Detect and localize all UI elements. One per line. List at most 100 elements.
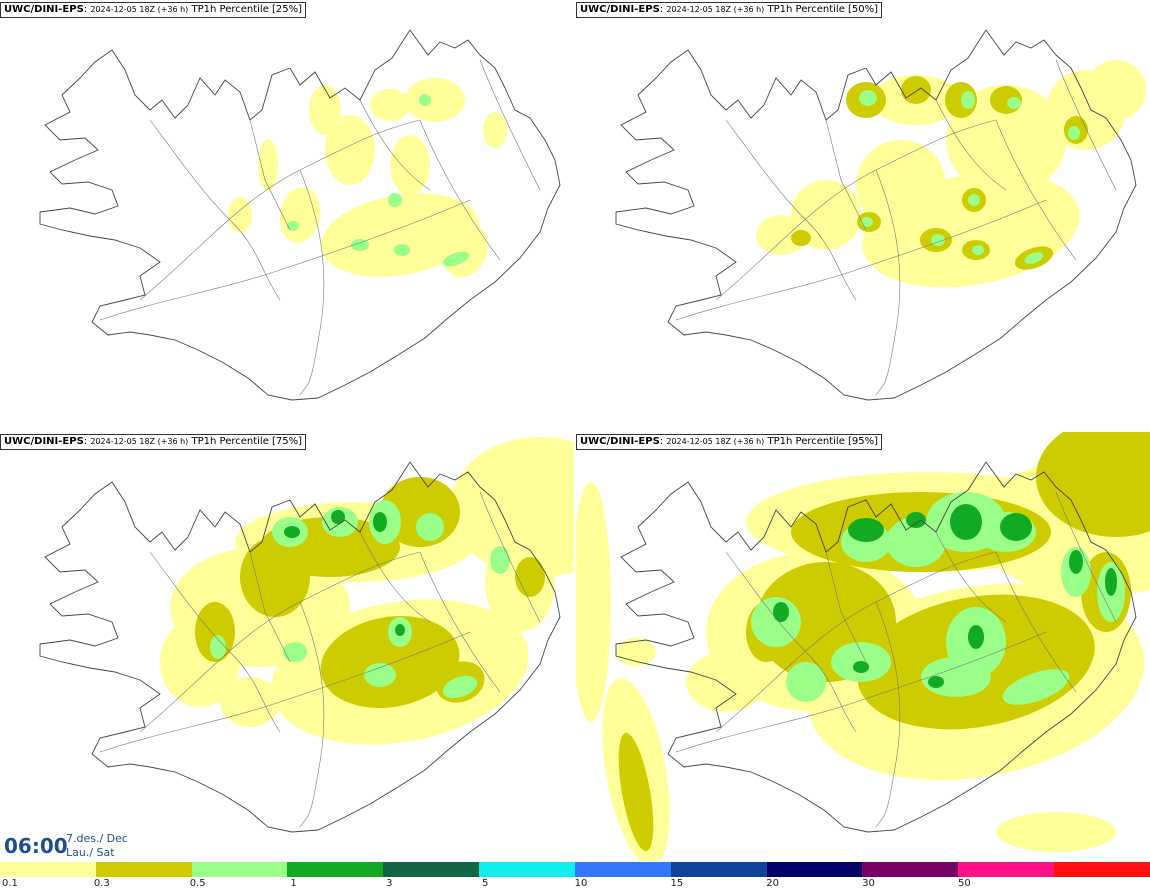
precipitation-area (320, 193, 480, 277)
precipitation-map (39, 437, 574, 833)
map-panel-p50: UWC/DINI-EPS: 2024-12-05 18Z (+36 h) TP1… (576, 0, 1150, 429)
precipitation-area (921, 657, 991, 697)
road-line (419, 551, 501, 693)
panel-title: UWC/DINI-EPS: 2024-12-05 18Z (+36 h) TP1… (0, 434, 307, 450)
road-line (825, 119, 867, 231)
road-line (715, 119, 997, 301)
scale-label: 30 (862, 878, 875, 889)
precipitation-area (416, 513, 444, 541)
precipitation-area (791, 230, 811, 246)
precipitation-area (450, 437, 574, 577)
road-line (359, 99, 431, 191)
precipitation-area (364, 663, 396, 687)
precipitation-area (1036, 432, 1150, 537)
road-line (479, 59, 541, 191)
precipitation-area (756, 215, 806, 255)
scale-swatch (766, 862, 863, 877)
precipitation-area (283, 642, 307, 662)
road-line (875, 169, 901, 396)
precipitation-area (210, 635, 226, 659)
precipitation-area (576, 482, 611, 722)
precipitation-area (240, 537, 310, 617)
precipitation-area (405, 78, 465, 122)
road-line (675, 199, 1047, 321)
road-line (139, 551, 421, 733)
road-line (935, 99, 1007, 191)
precipitation-area (791, 180, 861, 250)
scale-swatch (574, 862, 671, 877)
precipitation-area (859, 90, 877, 106)
precipitation-area (961, 91, 975, 109)
precipitation-area (1024, 252, 1044, 264)
scale-label: 0.1 (2, 878, 18, 889)
scale-swatch (383, 862, 480, 877)
iceland-coastline (39, 29, 561, 401)
road-line (149, 551, 281, 733)
precipitation-area (220, 677, 280, 727)
precipitation-area (351, 239, 369, 251)
precipitation-area (848, 518, 884, 542)
road-line (715, 551, 997, 733)
scale-swatch (479, 862, 575, 877)
precipitation-area (287, 221, 299, 231)
precipitation-area (388, 193, 402, 207)
precipitation-area (373, 512, 387, 532)
scale-label: 3 (386, 878, 393, 889)
precipitation-map (576, 432, 1150, 861)
road-line (139, 119, 421, 301)
precipitation-area (1002, 669, 1070, 705)
precipitation-area (856, 140, 946, 230)
precipitation-area (950, 504, 982, 540)
scale-label: 50 (957, 878, 971, 889)
precipitation-area (331, 510, 345, 524)
road-line (99, 631, 471, 753)
road-line (99, 199, 471, 321)
road-line (825, 551, 867, 663)
road-line (479, 491, 541, 623)
precipitation-area (972, 245, 984, 255)
precipitation-area (442, 675, 478, 699)
precipitation-area (515, 557, 545, 597)
precipitation-area (394, 244, 410, 256)
precipitation-area (968, 625, 984, 649)
valid-day-line: Lau./ Sat (66, 846, 115, 859)
scale-swatch (958, 862, 1055, 877)
precipitation-area (946, 85, 1066, 195)
precipitation-area (258, 139, 278, 191)
road-line (299, 601, 325, 828)
scale-swatch (862, 862, 959, 877)
scale-swatch (670, 862, 767, 877)
iceland-coastline (39, 461, 561, 833)
precipitation-area (686, 652, 766, 712)
scale-label: 20 (766, 878, 780, 889)
scale-label: 0.5 (189, 878, 206, 889)
precipitation-area (419, 94, 431, 106)
scale-label: 0.3 (93, 878, 110, 889)
scale-label: 1 (290, 878, 297, 889)
precipitation-area (490, 546, 510, 574)
road-line (249, 119, 291, 231)
precipitation-map (39, 29, 561, 401)
road-line (725, 551, 857, 733)
color-scale-labels: 0.1 0.3 0.5 1 3 5 10 15 20 30 50 (0, 878, 1150, 891)
panel-title: UWC/DINI-EPS: 2024-12-05 18Z (+36 h) TP1… (0, 2, 307, 18)
map-panel-p95: UWC/DINI-EPS: 2024-12-05 18Z (+36 h) TP1… (576, 432, 1150, 861)
valid-time-date: 7.des./ Dec Lau./ Sat (66, 832, 128, 860)
road-line (935, 531, 1007, 623)
precipitation-area (968, 194, 980, 206)
precipitation-area (618, 732, 654, 852)
scale-swatch (191, 862, 288, 877)
valid-time-box: 06:00 7.des./ Dec Lau./ Sat (0, 829, 130, 861)
precipitation-area (861, 217, 873, 227)
road-line (675, 631, 1047, 753)
precipitation-area (370, 89, 410, 121)
road-line (1055, 59, 1117, 191)
road-line (149, 119, 281, 301)
road-line (725, 119, 857, 301)
road-line (419, 119, 501, 261)
map-panel-p25: UWC/DINI-EPS: 2024-12-05 18Z (+36 h) TP1… (0, 0, 574, 429)
map-panel-p75: UWC/DINI-EPS: 2024-12-05 18Z (+36 h) TP1… (0, 432, 574, 861)
scale-label: 15 (670, 878, 684, 889)
iceland-coastline (615, 29, 1137, 401)
road-line (995, 119, 1077, 261)
